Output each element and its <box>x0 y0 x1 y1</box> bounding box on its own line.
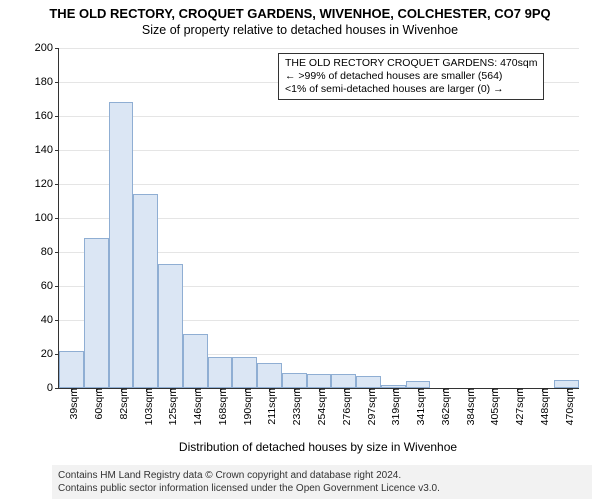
ytick-label: 100 <box>35 212 59 224</box>
footer-line: Contains HM Land Registry data © Crown c… <box>58 469 586 482</box>
histogram-bar <box>406 381 431 388</box>
ytick-label: 80 <box>41 246 59 258</box>
histogram-bar <box>356 376 381 388</box>
histogram-bar <box>183 334 208 388</box>
xtick-label: 384sqm <box>459 388 477 425</box>
histogram-bar <box>282 373 307 388</box>
ytick-label: 160 <box>35 110 59 122</box>
gridline <box>59 150 579 151</box>
chart-container: THE OLD RECTORY, CROQUET GARDENS, WIVENH… <box>0 0 600 500</box>
histogram-bar <box>109 102 134 388</box>
ytick-label: 0 <box>47 382 59 394</box>
histogram-bar <box>554 380 579 389</box>
ytick-label: 40 <box>41 314 59 326</box>
xtick-label: 427sqm <box>508 388 526 425</box>
gridline <box>59 184 579 185</box>
xtick-label: 103sqm <box>137 388 155 425</box>
annotation-line: <1% of semi-detached houses are larger (… <box>285 83 537 96</box>
histogram-bar <box>307 374 332 388</box>
gridline <box>59 116 579 117</box>
xtick-label: 190sqm <box>236 388 254 425</box>
annotation-box: THE OLD RECTORY CROQUET GARDENS: 470sqm … <box>278 53 544 100</box>
xtick-label: 341sqm <box>409 388 427 425</box>
histogram-bar <box>59 351 84 388</box>
ytick-label: 60 <box>41 280 59 292</box>
histogram-bar <box>158 264 183 388</box>
x-axis-label: Distribution of detached houses by size … <box>58 440 578 454</box>
xtick-label: 82sqm <box>112 388 130 420</box>
xtick-label: 470sqm <box>558 388 576 425</box>
xtick-label: 125sqm <box>161 388 179 425</box>
annotation-line: ← >99% of detached houses are smaller (5… <box>285 70 537 83</box>
xtick-label: 319sqm <box>384 388 402 425</box>
xtick-label: 448sqm <box>533 388 551 425</box>
xtick-label: 60sqm <box>87 388 105 420</box>
ytick-label: 140 <box>35 144 59 156</box>
ytick-label: 180 <box>35 76 59 88</box>
xtick-label: 168sqm <box>211 388 229 425</box>
xtick-label: 146sqm <box>186 388 204 425</box>
histogram-bar <box>133 194 158 388</box>
histogram-bar <box>331 374 356 388</box>
chart-title: THE OLD RECTORY, CROQUET GARDENS, WIVENH… <box>0 0 600 21</box>
annotation-line: THE OLD RECTORY CROQUET GARDENS: 470sqm <box>285 57 537 70</box>
xtick-label: 276sqm <box>335 388 353 425</box>
histogram-bar <box>208 357 233 388</box>
xtick-label: 405sqm <box>483 388 501 425</box>
ytick-label: 200 <box>35 42 59 54</box>
ytick-label: 20 <box>41 348 59 360</box>
histogram-bar <box>84 238 109 388</box>
xtick-label: 254sqm <box>310 388 328 425</box>
histogram-bar <box>257 363 282 389</box>
xtick-label: 39sqm <box>62 388 80 420</box>
histogram-bar <box>232 357 257 388</box>
xtick-label: 233sqm <box>285 388 303 425</box>
xtick-label: 362sqm <box>434 388 452 425</box>
chart-subtitle: Size of property relative to detached ho… <box>0 21 600 37</box>
ytick-label: 120 <box>35 178 59 190</box>
xtick-label: 297sqm <box>360 388 378 425</box>
gridline <box>59 48 579 49</box>
xtick-label: 211sqm <box>260 388 278 425</box>
footer: Contains HM Land Registry data © Crown c… <box>52 465 592 499</box>
footer-line: Contains public sector information licen… <box>58 482 586 495</box>
